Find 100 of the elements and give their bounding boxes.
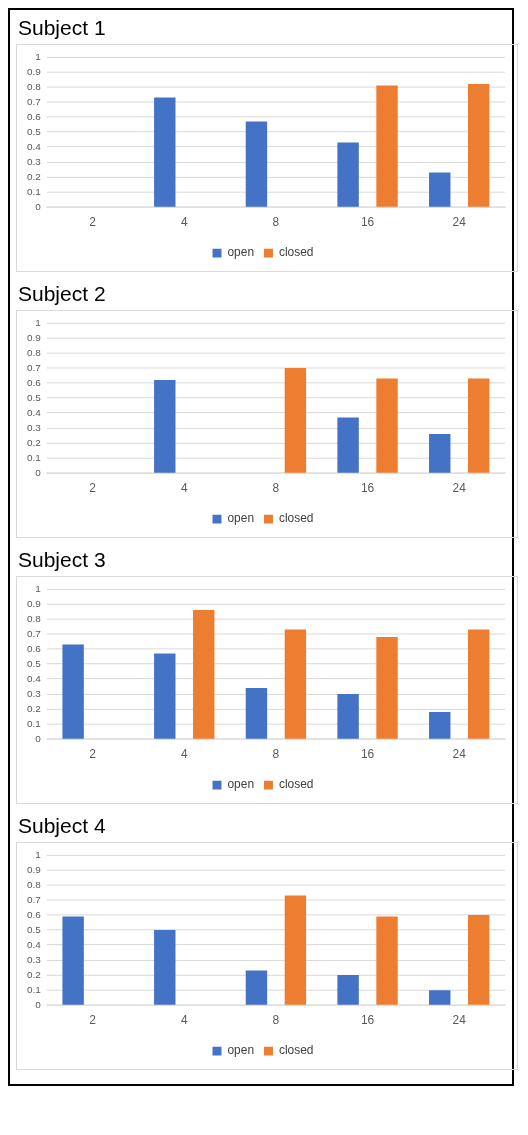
bar <box>376 916 398 1005</box>
legend-label: open <box>227 245 255 260</box>
bar <box>245 688 268 739</box>
bar <box>154 653 176 739</box>
y-tick-label: 0.2 <box>26 170 42 182</box>
y-tick-label: 0.4 <box>26 140 42 152</box>
y-tick-label: 0.7 <box>26 627 42 639</box>
y-tick-label: 0.1 <box>26 185 42 197</box>
bar <box>245 121 268 207</box>
y-tick-label: 1 <box>35 848 42 860</box>
y-tick-label: 0.3 <box>26 953 42 965</box>
y-tick-label: 0.5 <box>26 391 42 403</box>
x-tick-label: 16 <box>360 214 375 229</box>
x-tick-label: 2 <box>89 1012 97 1027</box>
bar <box>245 970 268 1005</box>
y-tick-label: 0 <box>35 998 42 1010</box>
y-tick-label: 0.3 <box>26 687 42 699</box>
y-tick-label: 0.2 <box>26 436 42 448</box>
bar <box>467 629 490 739</box>
y-tick-label: 0.3 <box>26 421 42 433</box>
x-tick-label: 8 <box>272 1012 280 1027</box>
legend-label: closed <box>278 777 314 792</box>
bar <box>193 609 215 739</box>
x-tick-label: 4 <box>180 480 188 495</box>
bar <box>154 97 176 207</box>
y-tick-label: 0.8 <box>26 612 42 624</box>
x-tick-label: 8 <box>272 214 280 229</box>
x-tick-label: 4 <box>180 214 188 229</box>
x-tick-label: 2 <box>89 214 97 229</box>
y-tick-label: 0.1 <box>26 451 42 463</box>
bar <box>337 975 359 1005</box>
y-tick-label: 0.1 <box>26 717 42 729</box>
bar <box>337 694 359 739</box>
y-tick-label: 0.9 <box>26 597 42 609</box>
bar <box>467 915 490 1005</box>
bar <box>154 380 176 473</box>
bar <box>467 378 490 473</box>
chart-title: Subject 3 <box>18 548 107 572</box>
y-tick-label: 0.7 <box>26 893 42 905</box>
x-tick-label: 4 <box>180 1012 188 1027</box>
legend-label: closed <box>278 245 314 260</box>
y-tick-label: 0 <box>35 200 42 212</box>
chart-title: Subject 1 <box>18 16 107 40</box>
y-tick-label: 0.8 <box>26 80 42 92</box>
chart-title: Subject 4 <box>18 814 107 838</box>
y-tick-label: 0.8 <box>26 346 42 358</box>
y-tick-label: 1 <box>35 316 42 328</box>
bar <box>429 712 451 739</box>
x-tick-label: 4 <box>180 746 188 761</box>
x-tick-label: 16 <box>360 480 375 495</box>
chart-title: Subject 2 <box>18 282 107 306</box>
y-tick-label: 0.8 <box>26 878 42 890</box>
x-tick-label: 24 <box>452 214 467 229</box>
y-tick-label: 0 <box>35 466 42 478</box>
bar <box>284 629 307 739</box>
y-tick-label: 0.4 <box>26 406 42 418</box>
y-tick-label: 0.4 <box>26 938 42 950</box>
bar <box>62 916 84 1005</box>
y-tick-label: 0.9 <box>26 65 42 77</box>
bar <box>284 895 307 1005</box>
bar <box>429 172 451 207</box>
x-tick-label: 8 <box>272 746 280 761</box>
y-tick-label: 0.9 <box>26 331 42 343</box>
bar <box>154 930 176 1005</box>
y-tick-label: 1 <box>35 50 42 62</box>
legend-label: closed <box>278 1043 314 1058</box>
bar <box>467 83 490 207</box>
y-tick-label: 0.2 <box>26 968 42 980</box>
legend-label: closed <box>278 511 314 526</box>
x-tick-label: 8 <box>272 480 280 495</box>
legend-label: open <box>227 777 255 792</box>
x-tick-label: 24 <box>452 746 467 761</box>
x-tick-label: 2 <box>89 746 97 761</box>
x-tick-label: 24 <box>452 1012 467 1027</box>
y-tick-label: 0.5 <box>26 657 42 669</box>
y-tick-label: 0.3 <box>26 155 42 167</box>
y-tick-label: 0.2 <box>26 702 42 714</box>
x-tick-label: 16 <box>360 746 375 761</box>
bar <box>376 85 398 207</box>
x-tick-label: 2 <box>89 480 97 495</box>
bar <box>429 990 451 1005</box>
bar <box>429 434 451 473</box>
x-tick-label: 16 <box>360 1012 375 1027</box>
y-tick-label: 1 <box>35 582 42 594</box>
y-tick-label: 0 <box>35 732 42 744</box>
y-tick-label: 0.9 <box>26 863 42 875</box>
legend-label: open <box>227 511 255 526</box>
x-tick-label: 24 <box>452 480 467 495</box>
legend-label: open <box>227 1043 255 1058</box>
y-tick-label: 0.6 <box>26 908 42 920</box>
y-tick-label: 0.5 <box>26 125 42 137</box>
y-tick-label: 0.6 <box>26 110 42 122</box>
y-tick-label: 0.7 <box>26 95 42 107</box>
bar <box>62 644 84 739</box>
y-tick-label: 0.4 <box>26 672 42 684</box>
bar <box>284 367 307 473</box>
bar <box>376 378 398 473</box>
y-tick-label: 0.5 <box>26 923 42 935</box>
bar <box>376 636 398 739</box>
y-tick-label: 0.1 <box>26 983 42 995</box>
